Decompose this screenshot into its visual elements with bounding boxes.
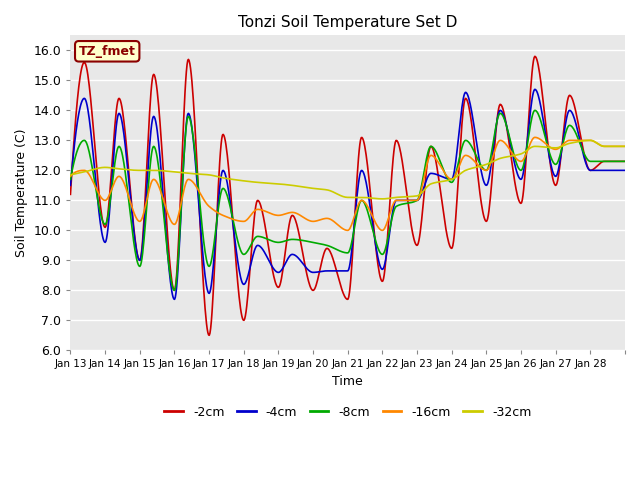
Y-axis label: Soil Temperature (C): Soil Temperature (C) [15,129,28,257]
Text: TZ_fmet: TZ_fmet [79,45,136,58]
X-axis label: Time: Time [332,375,363,388]
Title: Tonzi Soil Temperature Set D: Tonzi Soil Temperature Set D [238,15,458,30]
Legend: -2cm, -4cm, -8cm, -16cm, -32cm: -2cm, -4cm, -8cm, -16cm, -32cm [159,401,536,424]
